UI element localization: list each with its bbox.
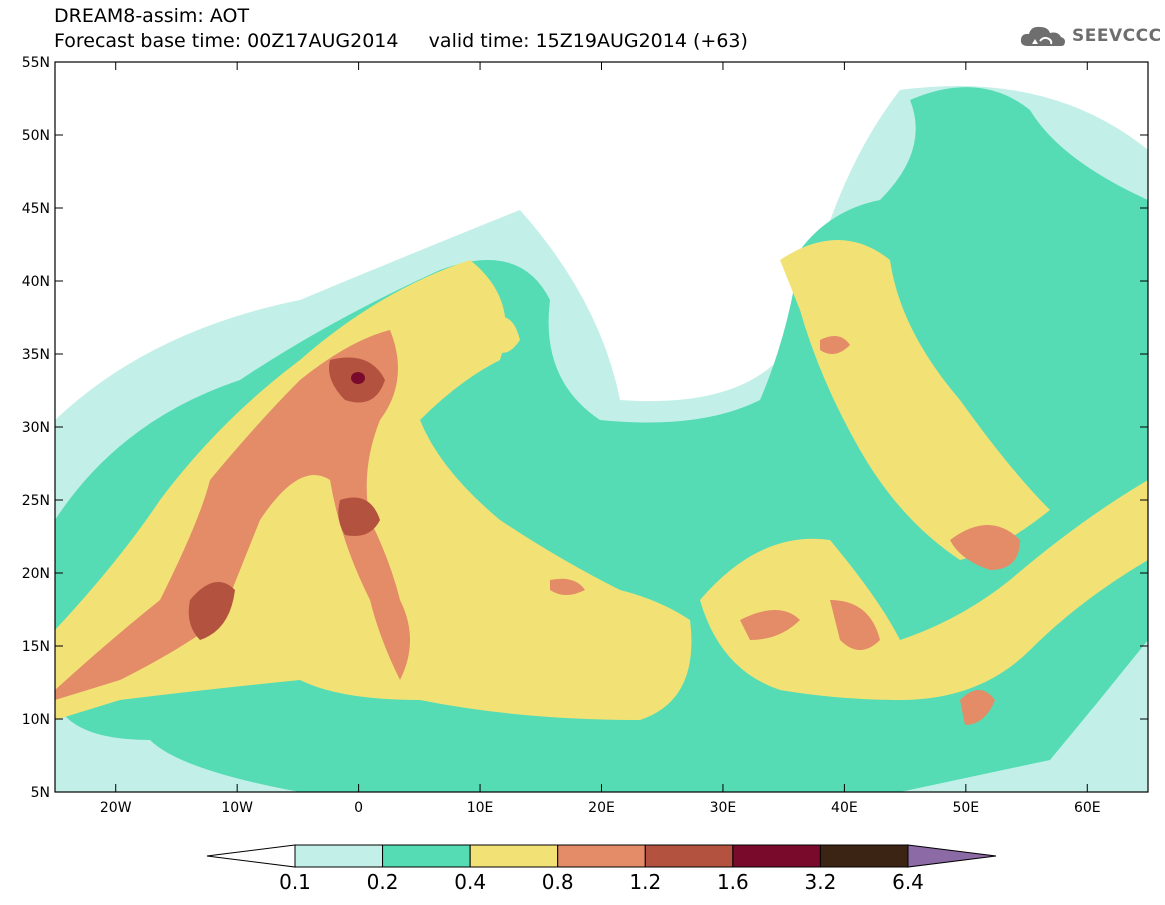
colorbar-segment (469, 844, 559, 868)
colorbar-label: 6.4 (892, 870, 924, 894)
longitude-label: 40E (831, 800, 858, 816)
colorbar-label: 1.6 (717, 870, 749, 894)
longitude-label: 20W (100, 800, 132, 816)
latitude-label: 10N (22, 712, 50, 728)
logo-text: SEEVCCC (1072, 26, 1162, 46)
seevccc-logo: SEEVCCC (1018, 22, 1162, 50)
longitude-axis: 20W 10W 0 10E 20E 30E 40E 50E 60E (100, 62, 1101, 816)
colorbar-segment (644, 844, 734, 868)
colorbar-segment (819, 844, 909, 868)
colorbar-segment (557, 844, 646, 868)
map-subtitle: Forecast base time: 00Z17AUG2014 valid t… (54, 30, 748, 52)
latitude-label: 20N (22, 566, 50, 582)
latitude-label: 45N (22, 201, 50, 217)
colorbar-label: 3.2 (805, 870, 837, 894)
colorbar-label: 1.2 (629, 870, 661, 894)
colorbar-max-arrow (907, 844, 997, 868)
latitude-label: 50N (22, 128, 50, 144)
longitude-label: 50E (952, 800, 979, 816)
longitude-label: 10E (467, 800, 494, 816)
latitude-label: 30N (22, 420, 50, 436)
aot-field (55, 62, 1148, 792)
latitude-label: 15N (22, 639, 50, 655)
colorbar-segment (382, 844, 471, 868)
colorbar-segment (294, 844, 384, 868)
longitude-label: 20E (588, 800, 615, 816)
colorbar-label: 0.8 (542, 870, 574, 894)
colorbar-label: 0.4 (454, 870, 486, 894)
longitude-label: 10W (221, 800, 253, 816)
longitude-label: 0 (354, 800, 363, 816)
colorbar: 0.1 0.2 0.4 0.8 1.2 1.6 3.2 6.4 (206, 844, 997, 894)
longitude-label: 30E (710, 800, 737, 816)
latitude-label: 35N (22, 347, 50, 363)
cloud-icon (1020, 26, 1065, 46)
map-title: DREAM8-assim: AOT (54, 5, 250, 27)
latitude-axis: 55N 50N 45N 40N 35N 30N 25N 20N 15N 10N 5N (22, 55, 1148, 801)
colorbar-label: 0.2 (367, 870, 399, 894)
colorbar-label: 0.1 (279, 870, 311, 894)
latitude-label: 40N (22, 274, 50, 290)
colorbar-segment (732, 844, 821, 868)
colorbar-min-arrow (206, 844, 296, 868)
latitude-label: 5N (31, 785, 50, 801)
latitude-label: 55N (22, 55, 50, 71)
longitude-label: 60E (1074, 800, 1101, 816)
latitude-label: 25N (22, 493, 50, 509)
